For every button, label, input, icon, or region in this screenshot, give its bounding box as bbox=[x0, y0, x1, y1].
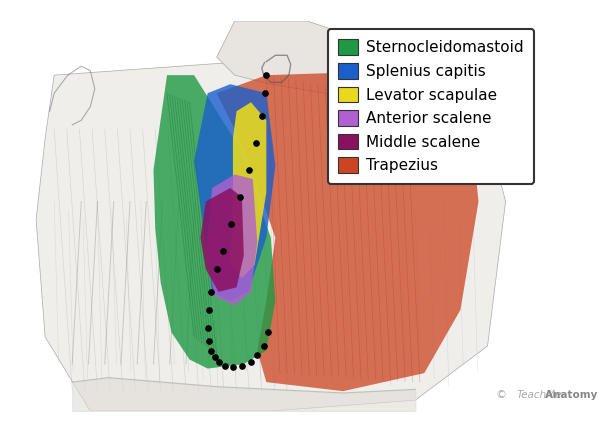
Legend: Sternocleidomastoid, Splenius capitis, Levator scapulae, Anterior scalene, Middl: Sternocleidomastoid, Splenius capitis, L… bbox=[328, 29, 534, 184]
Polygon shape bbox=[154, 75, 275, 368]
Polygon shape bbox=[217, 71, 478, 391]
Polygon shape bbox=[206, 175, 257, 305]
Polygon shape bbox=[194, 84, 275, 301]
Polygon shape bbox=[217, 21, 379, 111]
Polygon shape bbox=[230, 102, 266, 278]
Polygon shape bbox=[200, 188, 244, 292]
Text: Anatomy: Anatomy bbox=[517, 390, 598, 400]
Text: ©: © bbox=[496, 390, 506, 400]
Polygon shape bbox=[36, 57, 506, 411]
Text: TeachMe: TeachMe bbox=[517, 390, 562, 400]
